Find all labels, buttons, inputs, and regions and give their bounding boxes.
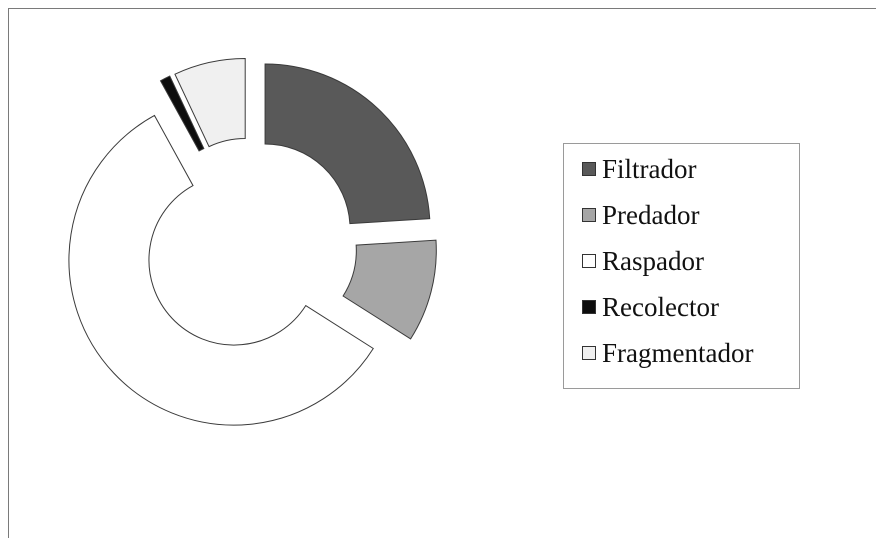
legend-swatch-fragmentador	[582, 346, 596, 360]
legend-label-raspador: Raspador	[602, 246, 704, 276]
legend-item-predador: Predador	[582, 200, 699, 230]
legend-item-recolector: Recolector	[582, 292, 719, 322]
chart-area	[8, 8, 876, 538]
legend-swatch-recolector	[582, 300, 596, 314]
slice-fragmentador	[174, 58, 246, 148]
legend-swatch-raspador	[582, 254, 596, 268]
legend-swatch-filtrador	[582, 162, 596, 176]
doughnut-chart	[68, 58, 437, 426]
legend: Filtrador Predador Raspador Recolector F…	[563, 143, 800, 389]
slice-filtrador	[264, 63, 431, 225]
doughnut-slices	[68, 58, 437, 426]
legend-swatch-predador	[582, 208, 596, 222]
slice-raspador	[68, 114, 374, 426]
legend-item-fragmentador: Fragmentador	[582, 338, 753, 368]
legend-label-fragmentador: Fragmentador	[602, 338, 754, 368]
slice-predador	[342, 239, 437, 340]
legend-label-recolector: Recolector	[602, 292, 719, 322]
legend-item-filtrador: Filtrador	[582, 154, 697, 184]
slice-recolector	[159, 75, 205, 152]
legend-item-raspador: Raspador	[582, 246, 704, 276]
legend-label-predador: Predador	[602, 200, 700, 230]
legend-label-filtrador: Filtrador	[602, 154, 697, 184]
